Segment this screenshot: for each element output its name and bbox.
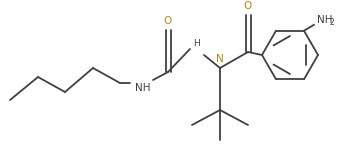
- Text: O: O: [164, 16, 172, 26]
- Text: 2: 2: [330, 18, 335, 27]
- Text: NH: NH: [135, 83, 150, 93]
- Text: O: O: [244, 1, 252, 11]
- Text: N: N: [216, 54, 224, 64]
- Text: H: H: [193, 39, 199, 48]
- Text: NH: NH: [317, 15, 333, 25]
